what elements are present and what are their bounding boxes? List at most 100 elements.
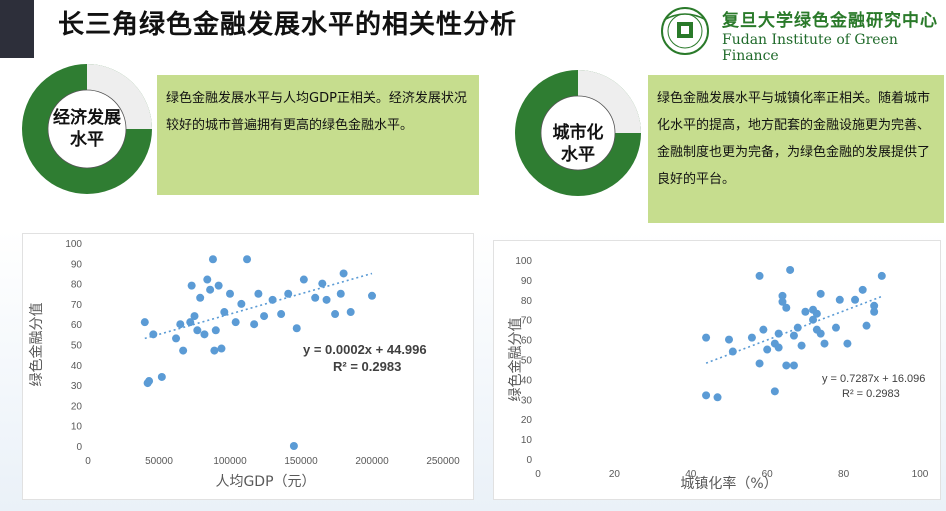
data-point	[346, 308, 355, 317]
data-point	[793, 323, 802, 332]
data-point	[292, 324, 301, 333]
x-tick-label: 0	[85, 456, 91, 467]
data-point	[816, 289, 825, 298]
urbanization-chart-panel: 0 10 20 30 40 50 60 70 80 90 100 0 20 40 60 80 100 城镇化率（%…	[493, 240, 941, 500]
data-point	[809, 315, 818, 324]
data-point	[226, 289, 234, 298]
donut-label-economy: 经济发展 水平	[53, 108, 121, 150]
data-point	[250, 320, 259, 329]
gdp-chart-panel: 0 10 20 30 40 50 60 70 80 90 100 0 50000 100000 150000…	[22, 233, 474, 500]
trendline-r2: R² = 0.2983	[333, 359, 401, 374]
data-point	[702, 333, 711, 342]
y-tick-label: 70	[71, 300, 83, 311]
trendline	[144, 272, 373, 340]
data-point	[770, 387, 779, 396]
data-point	[217, 344, 226, 353]
data-point	[870, 307, 879, 316]
x-tick-label: 150000	[284, 456, 318, 467]
left-accent-bar	[0, 0, 34, 58]
data-point	[801, 307, 810, 316]
x-tick-label: 80	[838, 469, 850, 480]
data-point	[820, 339, 829, 348]
data-point	[318, 279, 327, 288]
data-point	[179, 346, 188, 355]
donut-economy	[22, 64, 152, 194]
data-point	[200, 330, 209, 339]
x-tick-label: 200000	[355, 456, 389, 467]
data-point	[877, 271, 886, 280]
data-point	[870, 301, 879, 310]
data-point	[214, 281, 223, 290]
data-point	[843, 339, 852, 348]
y-tick-label: 60	[521, 336, 533, 347]
data-point	[193, 326, 202, 335]
y-tick-label: 0	[526, 455, 532, 466]
data-point	[243, 255, 252, 264]
data-point	[196, 293, 205, 302]
data-point	[713, 393, 722, 402]
trendline-equation: y = 0.7287x + 16.096	[822, 373, 925, 385]
x-tick-label: 0	[535, 469, 541, 480]
y-tick-label: 10	[71, 422, 83, 433]
y-tick-label: 10	[521, 435, 533, 446]
y-tick-label: 20	[521, 415, 533, 426]
y-tick-label: 50	[71, 341, 83, 352]
data-point	[831, 323, 840, 332]
x-tick-label: 60	[762, 469, 774, 480]
data-point	[176, 320, 185, 329]
figf-logo-icon	[661, 7, 709, 55]
y-tick-label: 100	[65, 239, 82, 250]
y-axis-label: 绿色金融分值	[28, 303, 45, 387]
data-point	[774, 329, 783, 338]
institute-name-en: Fudan Institute of Green Finance	[722, 32, 898, 64]
y-tick-label: 90	[71, 259, 83, 270]
y-tick-label: 0	[76, 442, 82, 453]
economy-description: 绿色金融发展水平与人均GDP正相关。经济发展状况较好的城市普遍拥有更高的绿色金融…	[157, 75, 479, 195]
donut-urbanization	[515, 70, 641, 196]
data-point	[140, 318, 149, 327]
data-point	[268, 295, 277, 304]
data-point	[331, 310, 340, 319]
data-point	[260, 312, 269, 321]
x-tick-label: 50000	[145, 456, 173, 467]
y-tick-label: 40	[71, 361, 83, 372]
donut-label-urbanization: 城市化 水平	[552, 123, 604, 165]
data-point	[311, 293, 320, 302]
data-point	[145, 377, 154, 386]
data-point	[277, 310, 286, 319]
data-point	[728, 347, 737, 356]
data-point	[778, 291, 787, 300]
data-point	[231, 318, 240, 327]
data-point	[774, 343, 783, 352]
data-point	[797, 341, 806, 350]
data-point	[816, 329, 825, 338]
y-tick-label: 20	[71, 401, 83, 412]
data-point	[725, 335, 733, 344]
data-point	[759, 325, 768, 334]
data-point	[322, 295, 331, 304]
y-axis-label: 绿色金融分值	[507, 318, 524, 402]
data-point	[862, 321, 871, 330]
y-tick-label: 30	[71, 381, 83, 392]
data-point	[702, 391, 711, 400]
data-point	[149, 330, 158, 339]
y-tick-label: 50	[521, 356, 533, 367]
y-tick-label: 70	[521, 316, 533, 327]
data-point	[763, 345, 772, 354]
y-tick-label: 60	[71, 320, 83, 331]
institute-name-cn: 复旦大学绿色金融研究中心	[722, 11, 938, 31]
urbanization-scatter-chart: 0 10 20 30 40 50 60 70 80 90 100 0 20 40 60 80 100 城镇化率（%…	[507, 256, 929, 492]
data-point	[157, 372, 166, 381]
data-point	[755, 359, 764, 368]
data-point	[284, 289, 293, 298]
data-point	[747, 333, 756, 342]
data-point	[778, 297, 787, 306]
x-tick-label: 100000	[213, 456, 247, 467]
data-point	[851, 295, 860, 304]
data-point	[211, 326, 220, 335]
data-point	[206, 285, 215, 294]
data-point	[755, 271, 764, 280]
data-point	[789, 331, 798, 340]
data-point	[336, 289, 345, 298]
data-point	[368, 291, 376, 300]
